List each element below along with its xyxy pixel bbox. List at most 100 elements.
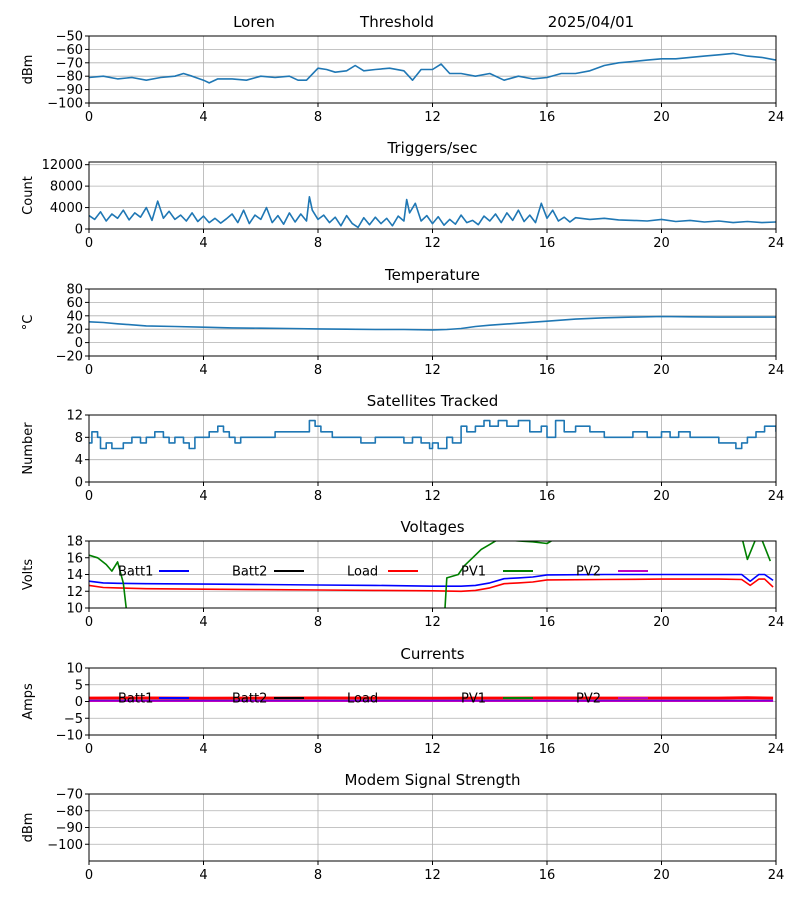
legend-label-batt2: Batt2 bbox=[232, 692, 267, 707]
y-axis-label: Number bbox=[21, 422, 36, 475]
x-tick-label: 20 bbox=[653, 742, 670, 757]
x-tick-label: 0 bbox=[85, 868, 93, 883]
y-tick-label: −50 bbox=[56, 30, 83, 45]
y-tick-label: −80 bbox=[56, 70, 83, 85]
y-tick-label: −10 bbox=[56, 729, 83, 744]
x-tick-label: 24 bbox=[768, 742, 785, 757]
series-line-load bbox=[89, 578, 774, 593]
x-tick-label: 16 bbox=[539, 110, 556, 125]
figure-header: Loren Threshold 2025/04/01 bbox=[233, 13, 634, 31]
x-tick-label: 12 bbox=[424, 363, 441, 378]
y-axis-label: Count bbox=[21, 176, 36, 215]
x-tick-label: 16 bbox=[539, 742, 556, 757]
panel-title: Modem Signal Strength bbox=[345, 771, 521, 789]
x-tick-label: 16 bbox=[539, 615, 556, 630]
legend-label-pv2: PV2 bbox=[576, 565, 601, 580]
x-tick-label: 8 bbox=[314, 489, 322, 504]
y-axis-label: dBm bbox=[21, 813, 36, 843]
y-tick-label: 12000 bbox=[42, 158, 83, 173]
y-tick-label: 5 bbox=[75, 678, 83, 693]
x-tick-label: 12 bbox=[424, 236, 441, 251]
x-tick-label: 8 bbox=[314, 236, 322, 251]
y-tick-label: 4000 bbox=[50, 201, 83, 216]
y-tick-label: −60 bbox=[56, 43, 83, 58]
series-line-pv1 bbox=[89, 541, 772, 608]
series-group bbox=[89, 419, 776, 450]
x-tick-label: 4 bbox=[199, 742, 207, 757]
x-tick-label: 20 bbox=[653, 615, 670, 630]
legend-label-batt1: Batt1 bbox=[118, 565, 153, 580]
panel-threshold: 0 4 8 12 16 20 24 −100−90−80−70−60−50 dBm bbox=[21, 30, 784, 126]
legend-label-load: Load bbox=[347, 565, 378, 580]
series-group bbox=[89, 541, 774, 608]
y-tick-label: 0 bbox=[75, 695, 83, 710]
x-tick-label: 16 bbox=[539, 868, 556, 883]
x-tick-label: 20 bbox=[653, 236, 670, 251]
x-tick-label: 8 bbox=[314, 363, 322, 378]
x-tick-label: 4 bbox=[199, 868, 207, 883]
x-tick-label: 24 bbox=[768, 615, 785, 630]
x-tick-label: 12 bbox=[424, 868, 441, 883]
y-tick-label: 80 bbox=[66, 283, 83, 298]
x-tick-label: 0 bbox=[85, 615, 93, 630]
x-tick-label: 8 bbox=[314, 615, 322, 630]
x-tick-label: 8 bbox=[314, 868, 322, 883]
y-tick-label: 12 bbox=[66, 409, 83, 424]
series-line-temperature bbox=[89, 315, 776, 331]
series-group bbox=[89, 52, 776, 84]
y-axis-label: °C bbox=[21, 315, 36, 331]
x-tick-label: 16 bbox=[539, 489, 556, 504]
x-tick-label: 4 bbox=[199, 489, 207, 504]
panel-triggers: 0 4 8 12 16 20 24 0 4000 8000 12000 Triggers/sec Cou… bbox=[21, 139, 784, 251]
x-tick-label: 4 bbox=[199, 236, 207, 251]
series-line-triggers bbox=[89, 196, 776, 229]
x-tick-label: 0 bbox=[85, 110, 93, 125]
series-group bbox=[89, 696, 774, 703]
header-station: Loren bbox=[233, 13, 275, 31]
x-tick-label: 0 bbox=[85, 742, 93, 757]
y-axis-label: dBm bbox=[21, 55, 36, 85]
legend-label-pv1: PV1 bbox=[461, 565, 486, 580]
x-tick-label: 24 bbox=[768, 110, 785, 125]
x-tick-label: 12 bbox=[424, 615, 441, 630]
x-tick-label: 24 bbox=[768, 868, 785, 883]
panel-satellites: 0 4 8 12 16 20 24 0 4 8 12 Satellites Tracked Number bbox=[21, 392, 784, 504]
legend-label-pv2: PV2 bbox=[576, 692, 601, 707]
y-tick-label: 0 bbox=[75, 336, 83, 351]
y-tick-label: 40 bbox=[66, 309, 83, 324]
y-tick-label: −70 bbox=[56, 56, 83, 71]
x-tick-label: 24 bbox=[768, 236, 785, 251]
y-tick-label: −100 bbox=[47, 838, 83, 853]
y-tick-label: −20 bbox=[56, 350, 83, 365]
y-tick-label: −100 bbox=[47, 97, 83, 112]
x-tick-label: 20 bbox=[653, 363, 670, 378]
y-tick-label: 14 bbox=[66, 568, 83, 583]
y-tick-label: 0 bbox=[75, 476, 83, 491]
series-group bbox=[89, 196, 776, 229]
x-tick-label: 24 bbox=[768, 489, 785, 504]
panel-title: Voltages bbox=[400, 518, 464, 536]
y-tick-label: −5 bbox=[64, 712, 83, 727]
x-tick-label: 16 bbox=[539, 236, 556, 251]
x-tick-label: 20 bbox=[653, 868, 670, 883]
y-tick-label: −90 bbox=[56, 83, 83, 98]
y-axis-label: Amps bbox=[21, 683, 36, 720]
x-tick-label: 20 bbox=[653, 489, 670, 504]
y-tick-label: −70 bbox=[56, 788, 83, 803]
y-tick-label: 16 bbox=[66, 551, 83, 566]
series-line-load bbox=[89, 696, 774, 700]
series-line-threshold bbox=[89, 52, 776, 84]
y-tick-label: 12 bbox=[66, 585, 83, 600]
x-tick-label: 0 bbox=[85, 236, 93, 251]
x-tick-label: 8 bbox=[314, 742, 322, 757]
header-date: 2025/04/01 bbox=[548, 13, 634, 31]
legend-label-pv1: PV1 bbox=[461, 692, 486, 707]
x-tick-label: 12 bbox=[424, 489, 441, 504]
legend-label-batt1: Batt1 bbox=[118, 692, 153, 707]
series-group bbox=[89, 315, 776, 331]
